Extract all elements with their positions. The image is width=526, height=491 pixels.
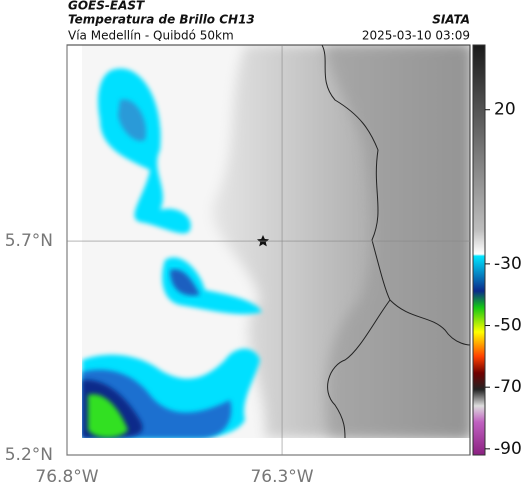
title: Temperatura de Brillo CH13 <box>68 13 255 27</box>
colorbar-tick-label: -50 <box>494 316 522 336</box>
source: GOES-EAST <box>68 0 145 13</box>
x-tick-label: 76.8°W <box>35 467 98 487</box>
colorbar-tick-label: -70 <box>494 377 522 397</box>
subtitle: Vía Medellín - Quibdó 50km <box>68 29 234 43</box>
y-tick-label: 5.2°N <box>5 445 53 465</box>
satellite-image <box>82 45 470 438</box>
city-marker <box>257 235 269 247</box>
colorbar-tick-label: -90 <box>494 439 522 459</box>
agency: SIATA <box>432 13 470 27</box>
colorbar-tick-label: 20 <box>494 100 516 120</box>
x-tick-label: 76.3°W <box>250 467 313 487</box>
colorbar <box>472 44 486 456</box>
timestamp: 2025-03-10 03:09 <box>362 29 470 43</box>
y-tick-label: 5.7°N <box>5 231 53 251</box>
colorbar-tick-label: -30 <box>494 254 522 274</box>
